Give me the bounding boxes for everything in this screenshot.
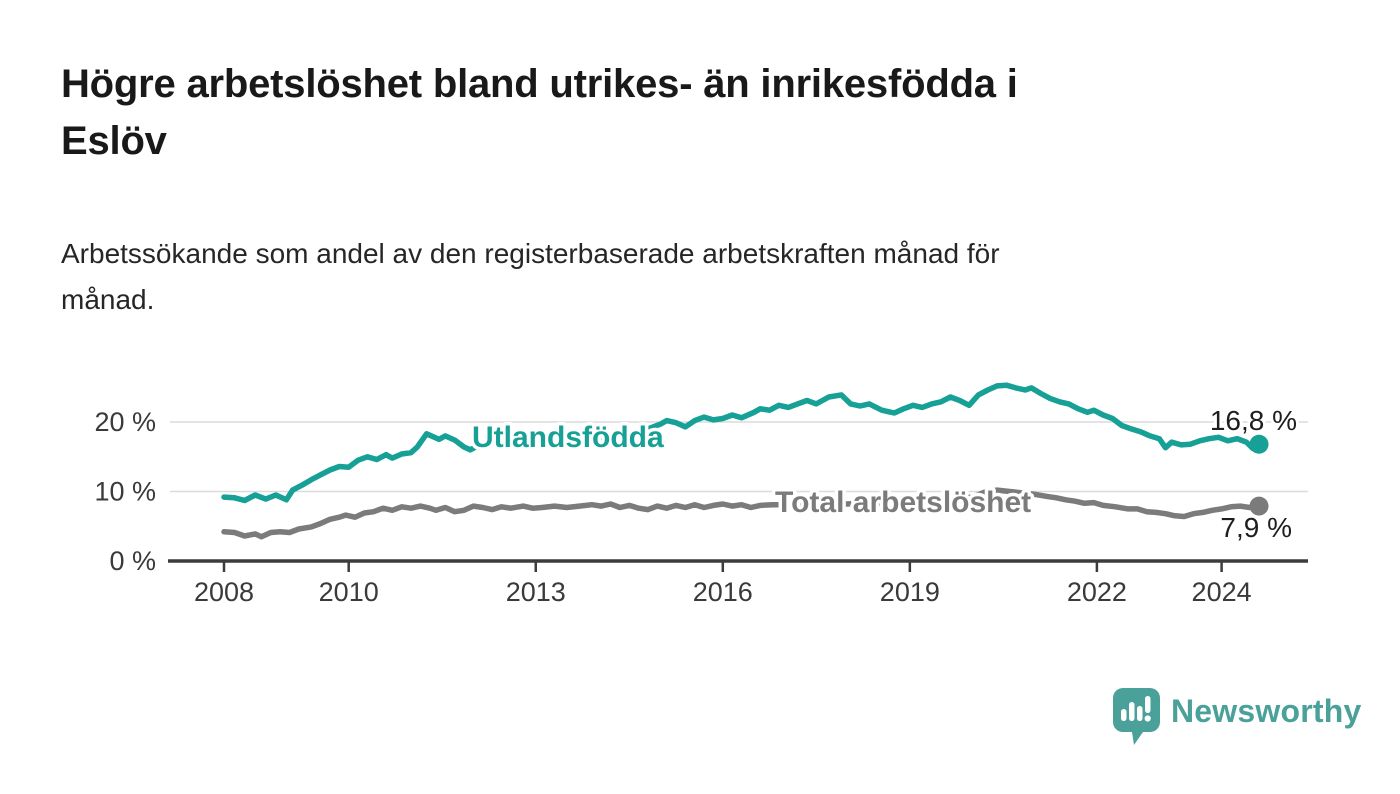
logo-bubble-shape bbox=[1113, 688, 1160, 745]
x-tick-label: 2010 bbox=[319, 577, 379, 607]
y-tick-label: 20 % bbox=[94, 407, 156, 437]
y-tick-label: 0 % bbox=[109, 546, 156, 576]
series-end-dot bbox=[1249, 496, 1269, 516]
series-line-total-arbetsloshet bbox=[221, 487, 1262, 540]
page-title: Högre arbetslöshet bland utrikes- än inr… bbox=[61, 62, 1018, 163]
x-tick-label: 2016 bbox=[693, 577, 753, 607]
series-end-value-label: 7,9 % bbox=[1220, 512, 1292, 543]
series-end-value-label: 16,8 % bbox=[1210, 405, 1297, 436]
logo-bar-chart-glyph bbox=[1121, 696, 1151, 722]
chart-subtitle: Arbetssökande som andel av den registerb… bbox=[61, 238, 1000, 315]
series-end-dot bbox=[1249, 434, 1269, 454]
x-tick-label: 2024 bbox=[1192, 577, 1252, 607]
newsworthy-logo-text: Newsworthy bbox=[1171, 693, 1362, 729]
x-tick-label: 2022 bbox=[1067, 577, 1127, 607]
newsworthy-logo-icon bbox=[1113, 688, 1160, 745]
x-tick-label: 2008 bbox=[194, 577, 254, 607]
series-label: Total arbetslöshet bbox=[775, 486, 1031, 519]
x-tick-label: 2013 bbox=[506, 577, 566, 607]
series-line-utlandsfodda bbox=[221, 382, 1262, 504]
y-tick-label: 10 % bbox=[94, 477, 156, 507]
newsworthy-logo-link[interactable]: Newsworthy bbox=[1113, 688, 1361, 746]
x-tick-label: 2019 bbox=[880, 577, 940, 607]
series-label: Utlandsfödda bbox=[472, 421, 664, 454]
